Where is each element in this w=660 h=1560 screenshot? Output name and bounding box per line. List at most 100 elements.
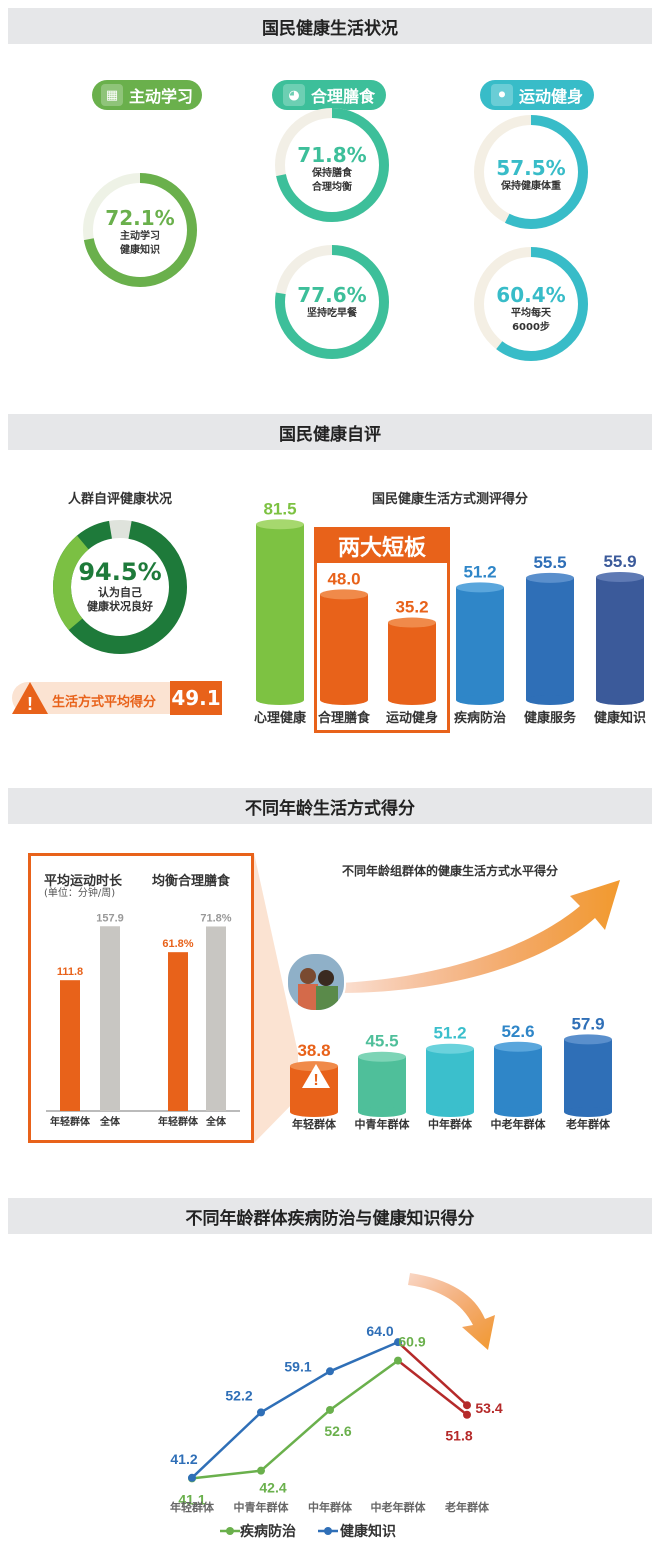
youth-compare-bars: 111.8 年轻群体 157.9 全体 61.8% 年轻群体 71.8% 全体 <box>46 912 240 1128</box>
age-bar-1-top <box>358 1051 406 1062</box>
exercise-bar-label-1: 全体 <box>99 1115 121 1128</box>
donut-diet-line2: 合理均衡 <box>312 182 352 193</box>
donut-diet-line1: 保持膳食 <box>312 168 352 179</box>
line-x-label-4: 老年群体 <box>444 1500 490 1514</box>
donut-steps-pct: 60.4% <box>496 283 566 307</box>
callout-wedge <box>254 853 298 1143</box>
eval-bar-1-base <box>320 695 368 705</box>
age-bar-label-3: 中老年群体 <box>491 1117 547 1131</box>
pill-diet: ◕ 合理膳食 <box>272 80 386 110</box>
age-bar-4-top <box>564 1034 612 1045</box>
eval-bar-value-1: 48.0 <box>327 569 360 588</box>
eval-bar-0 <box>256 524 304 700</box>
section2-title: 国民健康自评 <box>8 414 652 450</box>
eval-bar-4-base <box>526 695 574 705</box>
eval-bar-3-top <box>456 582 504 593</box>
eval-bar-value-4: 55.5 <box>533 553 566 572</box>
knowledge-line-seg-1 <box>260 1370 331 1414</box>
donut-steps-arc <box>474 247 588 361</box>
eval-bar-label-5: 健康知识 <box>594 710 646 725</box>
pill-sport: ⚫ 运动健身 <box>480 80 594 110</box>
donut-learn-line1: 主动学习 <box>120 231 160 242</box>
eval-bar-5-top <box>596 572 644 583</box>
eval-bar-value-3: 51.2 <box>463 562 496 581</box>
knowledge-label-4: 53.4 <box>475 1400 502 1416</box>
eval-bar-label-0: 心理健康 <box>254 710 307 725</box>
eval-bar-4-top <box>526 572 574 583</box>
legend-disease-label: 疾病防治 <box>240 1523 296 1539</box>
box-title-exercise: 平均运动时长 <box>44 874 123 889</box>
donut-breakfast-arc <box>275 245 389 359</box>
pill-sport-label: 运动健身 <box>518 87 583 106</box>
donut-breakfast-line1: 坚持吃早餐 <box>307 308 357 319</box>
eval-bar-5-base <box>596 695 644 705</box>
age-bar-0-top <box>290 1061 338 1072</box>
eval-chart-title: 国民健康生活方式测评得分 <box>371 492 528 507</box>
knowledge-point-4 <box>463 1401 471 1410</box>
eval-bar-chart: 81.5 心理健康 48.0 合理膳食 35.2 运动健身 51.2 疾病防治 55.5 健康服务… <box>254 499 646 725</box>
donut-learn-center <box>95 185 185 275</box>
section3-title: 不同年龄生活方式得分 <box>8 788 652 824</box>
donut-learn-line2: 健康知识 <box>120 245 160 256</box>
age-bar-chart: 38.8 年轻群体 45.5 中青年群体 51.2 中年群体 52.6 中老年群体 57.9 老年… <box>290 1014 612 1131</box>
diet-bar-1 <box>206 926 226 1111</box>
dish-icon: ◕ <box>282 84 305 106</box>
age-bar-value-4: 57.9 <box>571 1014 604 1033</box>
eval-bar-3-base <box>456 695 504 705</box>
diet-bar-value-0: 61.8% <box>162 938 193 950</box>
warning-icon: ! <box>10 680 50 716</box>
eval-bar-label-3: 疾病防治 <box>454 710 506 725</box>
donut-breakfast-center <box>287 257 377 347</box>
age-bar-3-top <box>494 1041 542 1052</box>
knowledge-label-1: 52.2 <box>225 1387 252 1403</box>
shortboard-box <box>314 527 450 733</box>
trend-arrow <box>340 880 620 993</box>
disease-line-seg-3 <box>397 1359 468 1416</box>
eval-bar-5 <box>596 577 644 700</box>
line-x-label-2: 中年群体 <box>308 1500 353 1514</box>
age-chart-title: 不同年龄组群体的健康生活方式水平得分 <box>341 864 558 878</box>
pill-diet-label: 合理膳食 <box>310 87 375 106</box>
disease-line-seg-0 <box>191 1469 262 1480</box>
avg-score-label: 生活方式平均得分 <box>52 695 157 710</box>
knowledge-label-2: 59.1 <box>284 1358 311 1374</box>
eval-bar-1 <box>320 594 368 700</box>
exercise-bar-1 <box>100 926 120 1111</box>
age-warning-icon <box>302 1064 330 1088</box>
age-bar-value-1: 45.5 <box>365 1032 398 1051</box>
donut-weight-center <box>486 127 576 217</box>
knowledge-point-0 <box>188 1473 196 1482</box>
self-eval-pct: 94.5% <box>78 558 162 586</box>
disease-point-3 <box>394 1356 402 1365</box>
legend-knowledge-dot <box>324 1527 332 1535</box>
shortboard-callout: 两大短板 <box>316 529 448 563</box>
eval-bar-value-5: 55.9 <box>603 552 636 571</box>
eval-bar-3 <box>456 587 504 700</box>
knowledge-line-seg-2 <box>329 1341 399 1373</box>
age-bar-label-4: 老年群体 <box>565 1117 611 1131</box>
donut-steps-line2: 6000步 <box>512 322 550 333</box>
line-x-label-3: 中老年群体 <box>371 1500 427 1514</box>
eval-bar-label-4: 健康服务 <box>524 710 577 725</box>
disease-label-1: 42.4 <box>259 1480 286 1496</box>
line-chart: 41.1 42.4 52.6 60.9 51.8 41.2 52.2 59.1 64.0 53.4… <box>170 1273 503 1539</box>
disease-line-seg-1 <box>260 1409 331 1472</box>
disease-label-0: 41.1 <box>178 1491 205 1507</box>
age-bar-label-1: 中青年群体 <box>355 1117 411 1131</box>
knowledge-point-1 <box>257 1408 265 1417</box>
diet-bar-0 <box>168 952 188 1111</box>
knowledge-point-3 <box>394 1338 402 1347</box>
self-eval-title: 人群自评健康状况 <box>67 492 172 507</box>
disease-label-4: 51.8 <box>445 1428 472 1444</box>
disease-point-2 <box>326 1405 334 1414</box>
knowledge-line-seg-3 <box>397 1341 468 1407</box>
self-eval-line1: 认为自己 <box>98 586 142 599</box>
disease-label-2: 52.6 <box>324 1423 351 1439</box>
disease-point-4 <box>463 1410 471 1419</box>
age-bar-label-2: 中年群体 <box>428 1117 473 1131</box>
avg-score-value: 49.1 <box>170 681 222 715</box>
knowledge-line-seg-0 <box>191 1411 262 1479</box>
donut-diet-center <box>287 120 377 210</box>
donut-steps-line1: 平均每天 <box>511 308 551 319</box>
eval-bar-0-base <box>256 695 304 705</box>
